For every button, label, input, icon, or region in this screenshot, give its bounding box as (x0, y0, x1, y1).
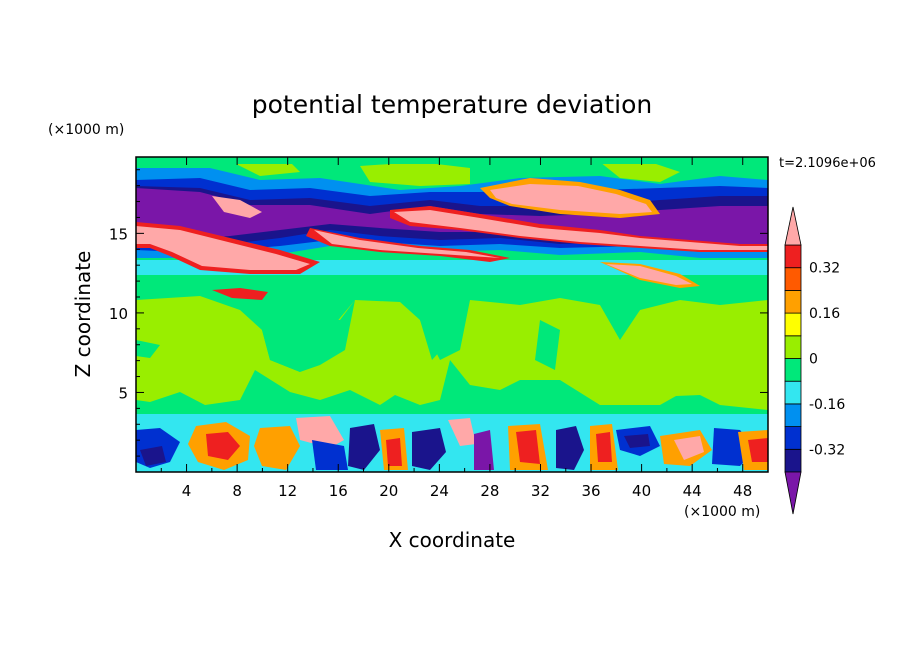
colorbar-box (784, 289, 802, 314)
plot-frame (135, 156, 769, 473)
colorbar-box (784, 267, 802, 291)
colorbar-box (784, 448, 802, 473)
colorbar-label: 0.16 (809, 306, 840, 322)
chart-title: potential temperature deviation (252, 90, 652, 119)
colorbar-label: 0 (809, 352, 818, 368)
y-tick-label: 10 (109, 305, 128, 323)
x-tick-label: 40 (632, 482, 651, 500)
colorbar-label: 0.32 (809, 261, 840, 277)
y-axis: 5 10 15 (109, 169, 768, 457)
x-tick-label: 8 (232, 482, 242, 500)
x-tick-label: 44 (683, 482, 702, 500)
time-label: t=2.1096e+06 (779, 156, 876, 171)
colorbar-label: -0.16 (809, 397, 845, 413)
y-tick-label: 5 (118, 384, 128, 402)
colorbar-box (784, 312, 802, 337)
boundary-layer-cells (136, 416, 768, 472)
colorbar-box (784, 244, 802, 269)
x-tick-label: 20 (379, 482, 398, 500)
x-tick-label: 32 (531, 482, 550, 500)
y-unit-label: (×1000 m) (48, 122, 124, 138)
colorbar-box (784, 358, 802, 382)
x-tick-label: 24 (430, 482, 449, 500)
y-axis-title: Z coordinate (71, 251, 95, 378)
colorbar-top-arrow (784, 206, 802, 246)
contour-field (136, 157, 768, 472)
x-tick-label: 48 (733, 482, 752, 500)
colorbar-label: -0.32 (809, 442, 845, 458)
warm-streamers (136, 178, 768, 300)
x-tick-label: 36 (581, 482, 600, 500)
x-unit-label: (×1000 m) (684, 504, 760, 520)
lower-cyan-band (136, 414, 768, 422)
colorbar-box (784, 380, 802, 405)
y-tick-label: 15 (109, 225, 128, 243)
x-axis: 4 8 12 16 20 24 28 32 36 40 44 48 (160, 157, 752, 500)
x-tick-label: 28 (480, 482, 499, 500)
x-axis-title: X coordinate (389, 528, 516, 552)
x-tick-label: 12 (278, 482, 297, 500)
x-tick-label: 4 (182, 482, 192, 500)
upper-green-patches (136, 157, 768, 186)
x-tick-label: 16 (329, 482, 348, 500)
mid-level-gaps (136, 300, 640, 372)
colorbar-bottom-arrow (784, 471, 802, 515)
colorbar: 0.32 0.16 0 -0.16 -0.32 (784, 206, 845, 515)
colorbar-box (784, 403, 802, 427)
colorbar-box (784, 426, 802, 450)
colorbar-box (784, 335, 802, 359)
